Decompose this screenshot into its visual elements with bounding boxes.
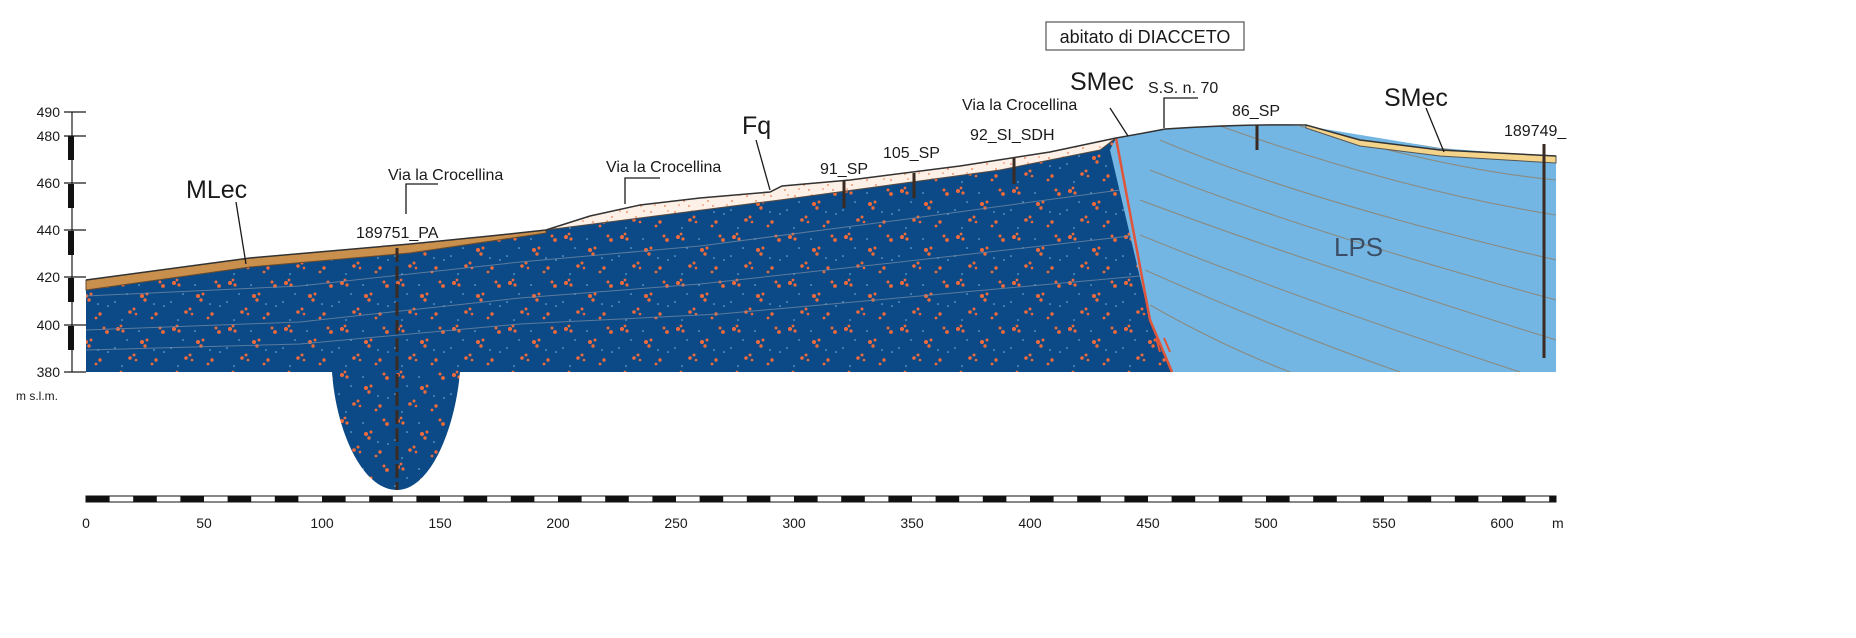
borehole-lines	[395, 125, 1546, 490]
dist-tick-150: 150	[428, 515, 452, 531]
dist-tick-200: 200	[546, 515, 570, 531]
scale-bar-block	[1218, 496, 1243, 502]
scale-bar-block	[982, 496, 1007, 502]
label-leaders	[235, 97, 1445, 265]
scale-bar-block	[1124, 496, 1148, 502]
scale-bar-block	[935, 496, 960, 502]
borehole-label-92: 92_SI_SDH	[970, 127, 1055, 144]
elev-tick-420: 420	[37, 269, 61, 285]
scale-bar-block	[463, 496, 488, 502]
scale-bar-block	[133, 496, 157, 502]
dist-tick-400: 400	[1018, 515, 1042, 531]
dist-tick-600: 600	[1490, 515, 1514, 531]
elev-tick-480: 480	[37, 128, 61, 144]
scale-bar-block	[416, 496, 440, 502]
dist-tick-450: 450	[1136, 515, 1160, 531]
borehole-label-189749: 189749_	[1504, 123, 1567, 140]
road-label-3: Via la Crocellina	[962, 97, 1077, 114]
dist-tick-500: 500	[1254, 515, 1278, 531]
dist-tick-550: 550	[1372, 515, 1396, 531]
scale-bar-block	[888, 496, 912, 502]
elev-tick-380: 380	[37, 364, 61, 380]
scale-bar-block	[369, 496, 393, 502]
unit-label-smec-left: SMec	[1070, 68, 1134, 96]
borehole-label-91: 91_SP	[820, 161, 868, 178]
scale-bar-block	[1360, 496, 1384, 502]
dist-tick-350: 350	[900, 515, 924, 531]
borehole-label-86: 86_SP	[1232, 103, 1280, 120]
dist-tick-250: 250	[664, 515, 688, 531]
scale-bar-block	[1266, 496, 1290, 502]
dist-tick-300: 300	[782, 515, 806, 531]
distance-scale-bar: 0 50 100 150 200 250 300 350 400 450 500…	[82, 495, 1564, 531]
road-label-1: Via la Crocellina	[388, 167, 503, 184]
dist-tick-50: 50	[196, 515, 212, 531]
borehole-label-105: 105_SP	[883, 145, 940, 162]
elev-tick-490: 490	[37, 104, 61, 120]
bedrock-layering	[86, 189, 1141, 351]
scale-bar-block	[1549, 496, 1556, 502]
lps-unit	[1110, 125, 1556, 372]
scale-bar-block	[510, 496, 535, 502]
scale-bar-block	[558, 496, 582, 502]
scale-bar-block	[1077, 496, 1101, 502]
scale-bar-block	[605, 496, 629, 502]
unit-label-fq: Fq	[742, 112, 771, 140]
bedrock-unit	[86, 138, 1172, 490]
scale-bar-block	[227, 496, 252, 502]
scale-bar-block	[652, 496, 676, 502]
scale-bar-block	[180, 496, 204, 502]
scale-bar-block	[1502, 496, 1526, 502]
scale-bar-block	[699, 496, 724, 502]
fault-line	[1114, 137, 1174, 373]
scale-bar-block	[1407, 496, 1432, 502]
scale-bar-block	[322, 496, 346, 502]
scale-bar-block	[1454, 496, 1479, 502]
lps-bedding-lines	[1139, 125, 1556, 372]
section-title: abitato di DIACCETO	[1060, 27, 1231, 47]
dist-tick-0: 0	[82, 515, 90, 531]
unit-label-mlec: MLec	[186, 176, 247, 204]
elevation-axis: 490 480 460 440 420 400 380 m s.l.m.	[16, 104, 86, 403]
scale-bar-block	[841, 496, 865, 502]
elev-tick-460: 460	[37, 175, 61, 191]
elev-tick-440: 440	[37, 222, 61, 238]
road-label-2: Via la Crocellina	[606, 159, 721, 176]
fault-arrow	[1155, 337, 1171, 353]
scale-bar-block	[1171, 496, 1196, 502]
road-label-ss70: S.S. n. 70	[1148, 80, 1218, 97]
title-box	[1045, 21, 1245, 51]
unit-label-lps: LPS	[1334, 232, 1383, 262]
scale-bar-block	[86, 496, 110, 502]
elev-tick-400: 400	[37, 317, 61, 333]
scale-bar-block	[1313, 496, 1337, 502]
dist-tick-100: 100	[310, 515, 334, 531]
ground-surface	[85, 124, 1557, 281]
scale-bar-block	[274, 496, 299, 502]
borehole-label-189751: 189751_PA	[356, 225, 439, 242]
scale-bar-block	[746, 496, 771, 502]
elevation-unit: m s.l.m.	[16, 389, 58, 403]
scale-bar-block	[794, 496, 818, 502]
distance-unit: m	[1552, 515, 1564, 531]
unit-label-smec-right: SMec	[1384, 84, 1448, 112]
scale-bar-block	[1030, 496, 1054, 502]
